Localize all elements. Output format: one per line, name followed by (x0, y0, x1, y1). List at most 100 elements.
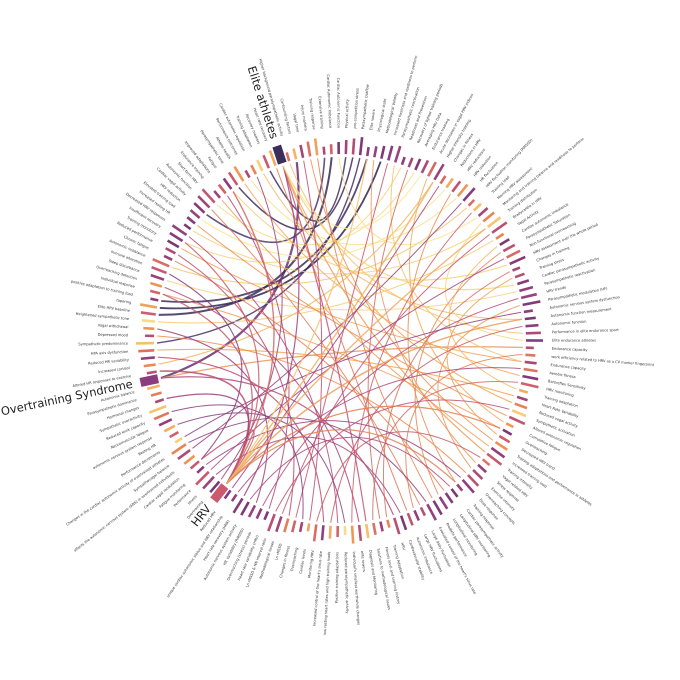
node-segment (372, 522, 377, 536)
node-segment (432, 500, 443, 516)
node-segment (244, 169, 251, 179)
node-segment (438, 496, 449, 510)
node-segment (522, 300, 541, 307)
chord-link (446, 277, 513, 435)
node-label: Autonomic function measurement (550, 307, 612, 318)
node-segment (171, 224, 188, 237)
node-segment (255, 508, 263, 520)
node-segment (477, 463, 488, 474)
chord-link (390, 165, 522, 363)
node-segment (461, 478, 475, 494)
node-segment (267, 513, 276, 532)
node-label: Parasympathetic Outflow (361, 84, 370, 129)
node-segment (399, 515, 408, 531)
node-segment (511, 409, 527, 418)
node-label: Aerobic fitness (549, 371, 576, 379)
node-label: Individual's smallest worthwhile changes (352, 551, 361, 625)
chord-link (282, 165, 421, 230)
node-segment (490, 446, 506, 459)
node-segment (195, 470, 210, 486)
chord-link (206, 157, 326, 243)
chord-link (269, 156, 347, 222)
node-label: Endurance capacity (552, 347, 589, 352)
chord-link (161, 158, 368, 303)
chord-link (184, 167, 402, 263)
node-segment (393, 145, 402, 163)
node-label: Reduced HR variability (88, 358, 130, 366)
node-segment (494, 440, 508, 451)
chord-link (409, 178, 504, 423)
chord-link (184, 242, 260, 485)
node-segment (505, 422, 514, 429)
node-segment (486, 452, 503, 466)
chord-link (226, 318, 522, 485)
node-segment (197, 195, 211, 209)
node-label: Sympathetic predominance (78, 342, 128, 347)
node-label: Monitoring and training balance and read… (502, 137, 585, 207)
node-segment (151, 265, 167, 275)
node-segment (413, 509, 421, 522)
node-segment (149, 289, 161, 295)
node-segment (138, 348, 155, 353)
node-label: Positive training adaptations (335, 552, 340, 604)
chord-link (226, 158, 368, 485)
node-segment (165, 247, 177, 255)
node-label: Diagnosis and Monitoring (368, 550, 378, 596)
chord-link (407, 193, 456, 483)
chords-layer (156, 156, 524, 524)
chord-link (383, 271, 510, 518)
node-segment (426, 503, 437, 521)
node-segment (328, 525, 332, 539)
node-segment (283, 518, 290, 533)
chord-link (159, 161, 382, 310)
node-segment (393, 517, 401, 535)
node-label: Training response (308, 97, 316, 131)
node-label: Parasympathetic dominance (87, 398, 138, 417)
node-segment (386, 519, 391, 528)
node-label: Endurance capacity (550, 363, 587, 371)
node-label: Elite HRV baseline (97, 304, 131, 313)
chord-link (177, 412, 346, 524)
chord-link (351, 212, 472, 523)
node-label: pre-competition stress (353, 88, 360, 129)
node-label: Injury markers (300, 105, 308, 131)
node-segment (400, 156, 406, 166)
chord-link (244, 183, 520, 376)
node-segment (209, 480, 221, 494)
node-label: Cardiac Autonomic Function (336, 78, 340, 128)
node-segment (146, 370, 157, 375)
node-segment (275, 516, 283, 533)
chord-link (192, 228, 486, 275)
chord-link (310, 159, 494, 441)
node-segment (143, 326, 155, 331)
chord-link (162, 293, 501, 429)
chord-link (192, 202, 462, 449)
node-segment (467, 474, 480, 487)
node-segment (523, 367, 538, 373)
node-segment (320, 525, 325, 541)
node-segment (482, 211, 495, 223)
node-label: HRV fluctuation monitoring (RMSSD) (485, 138, 534, 189)
node-segment (512, 266, 521, 272)
node-segment (516, 395, 528, 402)
node-label: Cardiac Autonomic Imbalance (326, 74, 332, 129)
node-segment (247, 504, 257, 518)
node-segment (427, 161, 437, 177)
chord-link (281, 234, 490, 514)
node-segment (509, 255, 526, 266)
chord-link (444, 222, 524, 341)
node-label: Training adaptations and performance in … (515, 454, 592, 507)
node-segment (240, 501, 250, 516)
node-segment (233, 165, 245, 182)
chord-link (201, 189, 446, 258)
node-label: HRV monitoring (546, 387, 574, 397)
node-segment (365, 146, 370, 157)
node-segment (154, 398, 165, 404)
chord-link (226, 181, 434, 485)
node-segment (272, 144, 287, 165)
chord-link (226, 191, 275, 485)
node-segment (491, 221, 508, 234)
node-label: Cardiac levels (299, 549, 307, 575)
node-segment (171, 443, 187, 455)
node-segment (456, 483, 464, 492)
